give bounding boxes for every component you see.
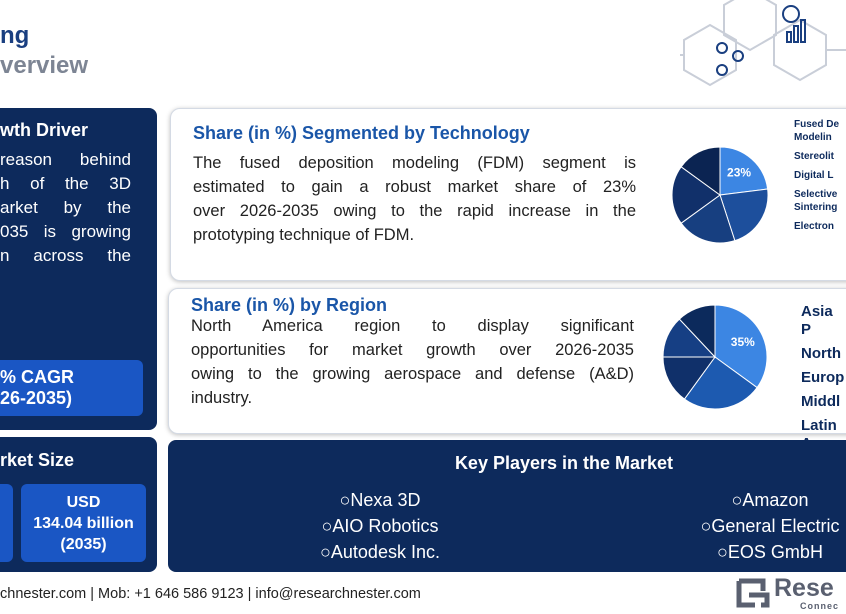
- logo-text: Rese: [774, 574, 834, 602]
- size-line: 134.04 billion: [33, 515, 134, 532]
- growth-line: 035 is growing: [0, 222, 131, 241]
- size-title: rket Size: [0, 450, 75, 470]
- size-box: [0, 484, 13, 562]
- region-line: opportunities for market growth over 202…: [191, 341, 634, 359]
- legend-swatch: [786, 371, 797, 382]
- region-line: North America region to display signific…: [191, 317, 634, 335]
- cagr-text: % CAGR 26-2035): [0, 367, 74, 409]
- legend-swatch: [786, 419, 797, 430]
- legend-swatch: [786, 395, 797, 406]
- pie-slice: [678, 304, 716, 359]
- technology-title: Share (in %) Segmented by Technology: [193, 123, 530, 143]
- legend-item: North: [786, 345, 846, 363]
- legend-swatch: [786, 347, 797, 358]
- technology-text: The fused deposition modeling (FDM) segm…: [193, 151, 636, 247]
- region-title: Share (in %) by Region: [191, 295, 388, 315]
- players-right: ○Amazon ○General Electric ○EOS GmbH: [640, 487, 846, 565]
- pie-slice: [714, 304, 768, 389]
- region-text: North America region to display signific…: [191, 314, 634, 410]
- player: ○General Electric: [700, 516, 840, 536]
- technology-line: The fused deposition modeling (FDM) segm…: [193, 154, 636, 172]
- player: ○Nexa 3D: [339, 490, 421, 510]
- slice-label: 23%: [727, 166, 751, 180]
- size-text: USD 134.04 billion (2035): [21, 492, 146, 555]
- pie-slice: [680, 194, 736, 244]
- growth-text: reason behind h of the 3D arket by the 035 …: [0, 148, 131, 268]
- growth-line: arket by the: [0, 198, 131, 217]
- pie-slice: [662, 356, 716, 400]
- cagr-line: % CAGR: [0, 367, 75, 387]
- hex-decor: [680, 0, 846, 87]
- region-pie: 35%: [662, 304, 768, 410]
- legend-swatch: [786, 305, 797, 316]
- region-line: industry.: [191, 389, 253, 407]
- technology-line: prototyping technique of FDM.: [193, 226, 415, 244]
- size-line: (2035): [60, 536, 107, 553]
- size-box: [21, 484, 146, 562]
- legend-item: Asia P: [786, 303, 846, 339]
- pie-slice: [719, 146, 769, 196]
- legend-item: Selective Sintering: [784, 188, 839, 214]
- legend-swatch: [784, 171, 790, 177]
- slice-label: 35%: [731, 335, 755, 349]
- pie-slice: [671, 166, 721, 224]
- technology-line: estimated to gain a robust market share …: [193, 178, 636, 196]
- legend-swatch: [784, 222, 790, 228]
- legend-label: Stereolit: [794, 151, 835, 162]
- legend-label: Electron: [794, 221, 835, 232]
- legend-label: Fused De Modelin: [794, 119, 840, 143]
- region-line: owing to the growing aerospace and defen…: [191, 365, 634, 383]
- legend-item: Stereolit: [784, 150, 839, 163]
- legend-item: Europ: [786, 369, 846, 387]
- header-subtitle: verview: [0, 52, 89, 79]
- pie-slice: [719, 188, 769, 242]
- cagr-box: [0, 360, 143, 416]
- logo-sub: Connec: [800, 601, 840, 611]
- legend-label: Asia P: [801, 303, 833, 338]
- players-panel: [168, 440, 846, 572]
- technology-legend: Fused De Modelin Stereolit Digital L Select…: [784, 118, 839, 239]
- legend-label: Digital L: [794, 170, 834, 181]
- player: ○Autodesk Inc.: [320, 542, 440, 562]
- size-line: USD: [66, 494, 101, 511]
- growth-title: wth Driver: [0, 120, 89, 140]
- player: ○EOS GmbH: [717, 542, 823, 562]
- legend-item: Middl: [786, 393, 846, 411]
- footer-contact: chnester.com | Mob: +1 646 586 9123 | in…: [0, 586, 421, 602]
- legend-swatch: [784, 120, 790, 126]
- pie-slice: [683, 356, 758, 410]
- technology-line: over 2026-2035 owing to the rapid increa…: [193, 202, 636, 220]
- pie-slice: [680, 146, 721, 196]
- header-title: ng: [0, 22, 30, 49]
- legend-swatch: [784, 152, 790, 158]
- growth-line: reason behind: [0, 150, 131, 169]
- legend-label: Europ: [801, 369, 845, 386]
- logo-icon: [736, 578, 770, 608]
- cagr-line: 26-2035): [0, 388, 73, 408]
- players-title: Key Players in the Market: [454, 453, 674, 473]
- legend-swatch: [784, 190, 790, 196]
- players-left: ○Nexa 3D ○AIO Robotics ○Autodesk Inc.: [250, 487, 510, 565]
- legend-item: Digital L: [784, 169, 839, 182]
- growth-line: h of the 3D: [0, 174, 131, 193]
- legend-label: Selective Sintering: [794, 189, 838, 213]
- technology-pie: 23%: [671, 146, 769, 244]
- legend-label: North: [801, 345, 841, 362]
- player: ○Amazon: [731, 490, 809, 510]
- growth-line: n across the: [0, 246, 131, 265]
- legend-item: Electron: [784, 220, 839, 233]
- legend-item: Fused De Modelin: [784, 118, 839, 144]
- player: ○AIO Robotics: [321, 516, 439, 536]
- legend-label: Middl: [801, 393, 841, 410]
